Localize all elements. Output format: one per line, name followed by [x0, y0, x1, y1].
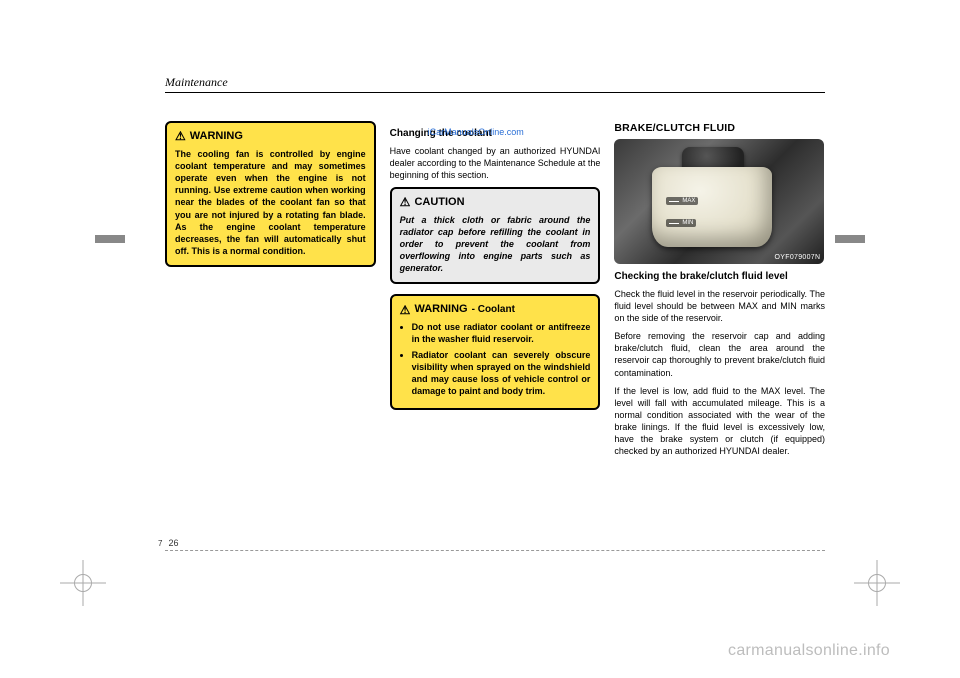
warning-coolant-item: Do not use radiator coolant or antifreez… [412, 321, 591, 345]
section-header: Maintenance [165, 75, 825, 93]
crop-mark-right [835, 235, 865, 243]
column-2: Changing the coolant iCarManualsOnline.c… [390, 121, 601, 464]
caution-icon: ⚠ [400, 196, 411, 208]
reservoir-photo: MAX MIN OYF079007N [614, 139, 824, 264]
warning-coolant-item: Radiator coolant can severely obscure vi… [412, 349, 591, 398]
min-label: MIN [666, 219, 696, 227]
warning-coolant-subtitle: - Coolant [472, 303, 515, 317]
brake-p3: If the level is low, add fluid to the MA… [614, 385, 825, 458]
chapter-number: 7 [158, 539, 162, 548]
changing-body: Have coolant changed by an authorized HY… [390, 145, 601, 181]
min-text: MIN [682, 219, 693, 227]
image-code: OYF079007N [775, 253, 821, 262]
registration-target-right [854, 560, 900, 606]
brake-heading: BRAKE/CLUTCH FLUID [614, 121, 825, 135]
warning-coolant-box: ⚠ WARNING - Coolant Do not use radiator … [390, 294, 601, 410]
footer-rule [165, 550, 825, 551]
warning-icon: ⚠ [400, 304, 411, 316]
brake-p2: Before removing the reservoir cap and ad… [614, 330, 825, 379]
tick-icon [669, 223, 679, 224]
warning-coolant-title: WARNING [414, 302, 467, 317]
caution-box: ⚠ CAUTION Put a thick cloth or fabric ar… [390, 187, 601, 285]
warning-icon: ⚠ [175, 130, 186, 142]
max-label: MAX [666, 197, 698, 205]
changing-heading-wrap: Changing the coolant iCarManualsOnline.c… [390, 127, 601, 141]
warning-coolant-list: Do not use radiator coolant or antifreez… [400, 321, 591, 397]
warning-fan-title: WARNING [190, 129, 243, 144]
warning-fan-title-row: ⚠ WARNING [175, 129, 366, 144]
page-number: 7 26 [158, 538, 178, 548]
caution-body: Put a thick cloth or fabric around the r… [400, 214, 591, 275]
reservoir-body [652, 167, 772, 247]
crop-mark-left [95, 235, 125, 243]
columns: ⚠ WARNING The cooling fan is controlled … [165, 121, 825, 464]
caution-title: CAUTION [414, 195, 464, 210]
registration-target-left [60, 560, 106, 606]
warning-fan-body: The cooling fan is controlled by engine … [175, 148, 366, 257]
page-no: 26 [168, 538, 178, 548]
max-text: MAX [682, 197, 695, 205]
warning-coolant-title-row: ⚠ WARNING - Coolant [400, 302, 591, 317]
brake-p1: Check the fluid level in the reservoir p… [614, 288, 825, 324]
page-content: Maintenance ⚠ WARNING The cooling fan is… [165, 75, 825, 464]
changing-heading: Changing the coolant [390, 127, 601, 141]
warning-fan-box: ⚠ WARNING The cooling fan is controlled … [165, 121, 376, 267]
caution-title-row: ⚠ CAUTION [400, 195, 591, 210]
tick-icon [669, 201, 679, 202]
checking-sub: Checking the brake/clutch fluid level [614, 270, 825, 284]
section-title: Maintenance [165, 75, 228, 89]
column-3: BRAKE/CLUTCH FLUID MAX MIN OYF079007N Ch… [614, 121, 825, 464]
site-watermark: carmanualsonline.info [728, 642, 890, 660]
column-1: ⚠ WARNING The cooling fan is controlled … [165, 121, 376, 464]
